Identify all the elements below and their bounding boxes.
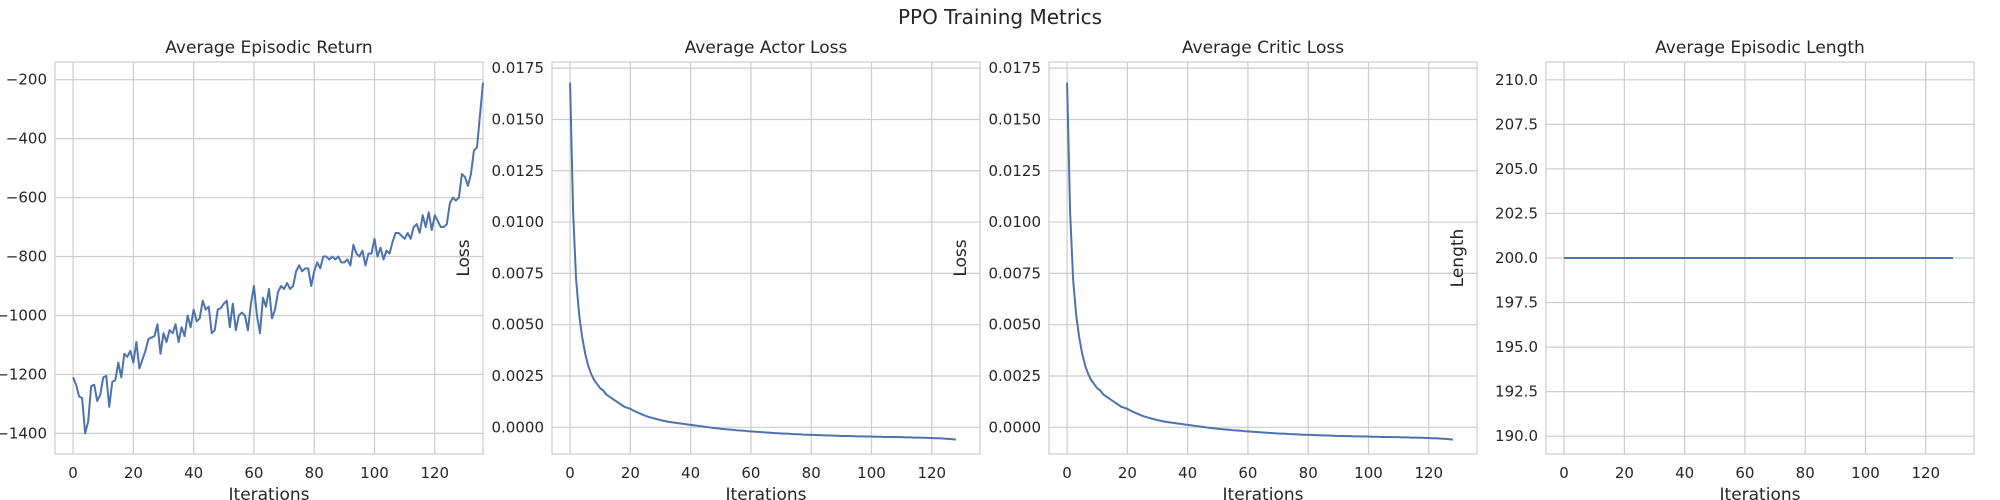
x-tick-label: 100 bbox=[360, 464, 389, 482]
y-tick-label: 205.0 bbox=[1495, 160, 1538, 178]
y-tick-label: 210.0 bbox=[1495, 71, 1538, 89]
series-line bbox=[72, 82, 484, 435]
y-tick-label: 192.5 bbox=[1495, 383, 1538, 401]
y-tick-label: 0.0150 bbox=[492, 110, 545, 128]
y-tick-label: 0.0125 bbox=[492, 162, 545, 180]
y-tick-label: 0.0125 bbox=[989, 162, 1042, 180]
x-tick-label: 0 bbox=[565, 464, 575, 482]
x-tick-label: 80 bbox=[305, 464, 324, 482]
x-tick-label: 120 bbox=[1414, 464, 1443, 482]
y-tick-label: 0.0100 bbox=[492, 213, 545, 231]
y-tick-label: 0.0025 bbox=[492, 367, 545, 385]
y-tick-label: −1400 bbox=[0, 424, 47, 442]
x-tick-label: 40 bbox=[184, 464, 203, 482]
y-tick-label: 0.0000 bbox=[492, 418, 545, 436]
y-tick-label: 0.0050 bbox=[492, 316, 545, 334]
x-tick-label: 60 bbox=[244, 464, 263, 482]
x-tick-label: 60 bbox=[1238, 464, 1257, 482]
x-tick-label: 100 bbox=[1851, 464, 1880, 482]
y-tick-label: −600 bbox=[6, 189, 47, 207]
y-tick-label: 0.0150 bbox=[989, 110, 1042, 128]
y-tick-label: 0.0175 bbox=[989, 59, 1042, 77]
x-tick-label: 60 bbox=[1735, 464, 1754, 482]
y-tick-label: 0.0025 bbox=[989, 367, 1042, 385]
y-tick-label: −1200 bbox=[0, 365, 47, 383]
y-axis-label: Length bbox=[1448, 229, 1468, 288]
x-tick-label: 80 bbox=[1299, 464, 1318, 482]
y-tick-label: 190.0 bbox=[1495, 427, 1538, 445]
x-tick-label: 0 bbox=[1559, 464, 1569, 482]
subplot-1: 0 20 40 60 80 100 120 −1400 −1200 −1000 −800 −600 −4… bbox=[0, 38, 484, 500]
y-tick-label: −800 bbox=[6, 248, 47, 266]
y-tick-label: 0.0000 bbox=[989, 418, 1042, 436]
x-tick-label: 80 bbox=[1796, 464, 1815, 482]
subplot-4: 0 20 40 60 80 100 120 190.0 192.5 195.0 197.5 200.0… bbox=[1448, 38, 1975, 500]
x-tick-label: 0 bbox=[1062, 464, 1072, 482]
subplot-3: 0 20 40 60 80 100 120 0.0000 0.0025 0.0050 0.0075 0… bbox=[951, 38, 1478, 500]
y-axis-label: Loss bbox=[951, 239, 971, 276]
y-tick-label: 0.0050 bbox=[989, 316, 1042, 334]
x-tick-label: 0 bbox=[68, 464, 78, 482]
subplot-title: Average Episodic Return bbox=[165, 38, 372, 58]
y-tick-label: −400 bbox=[6, 130, 47, 148]
x-tick-label: 20 bbox=[621, 464, 640, 482]
subplot-title: Average Critic Loss bbox=[1182, 38, 1344, 58]
x-tick-label: 20 bbox=[1615, 464, 1634, 482]
y-tick-label: 0.0075 bbox=[989, 264, 1042, 282]
x-tick-label: 120 bbox=[1911, 464, 1940, 482]
x-tick-label: 40 bbox=[681, 464, 700, 482]
y-tick-label: 197.5 bbox=[1495, 294, 1538, 312]
plot-frame bbox=[1545, 61, 1975, 455]
y-tick-label: 195.0 bbox=[1495, 338, 1538, 356]
x-tick-label: 80 bbox=[802, 464, 821, 482]
x-tick-label: 100 bbox=[1354, 464, 1383, 482]
y-tick-label: −1000 bbox=[0, 306, 47, 324]
series-line bbox=[569, 82, 957, 441]
y-tick-label: −200 bbox=[6, 71, 47, 89]
x-axis-label: Iterations bbox=[1223, 485, 1304, 500]
plot-frame bbox=[551, 61, 981, 455]
y-axis-label: Loss bbox=[454, 239, 474, 276]
y-tick-label: 202.5 bbox=[1495, 204, 1538, 222]
series-line bbox=[1066, 82, 1454, 441]
y-tick-label: 207.5 bbox=[1495, 115, 1538, 133]
x-tick-label: 40 bbox=[1675, 464, 1694, 482]
figure-title: PPO Training Metrics bbox=[897, 5, 1103, 29]
plot-frame bbox=[54, 61, 484, 455]
subplot-title: Average Episodic Length bbox=[1655, 38, 1865, 58]
x-tick-label: 20 bbox=[124, 464, 143, 482]
subplot-2: 0 20 40 60 80 100 120 0.0000 0.0025 0.0050 0.0075 0… bbox=[454, 38, 981, 500]
plot-frame bbox=[1048, 61, 1478, 455]
y-tick-label: 0.0175 bbox=[492, 59, 545, 77]
y-tick-label: 0.0100 bbox=[989, 213, 1042, 231]
y-tick-label: 0.0075 bbox=[492, 264, 545, 282]
x-tick-label: 100 bbox=[857, 464, 886, 482]
x-tick-label: 40 bbox=[1178, 464, 1197, 482]
x-tick-label: 20 bbox=[1118, 464, 1137, 482]
x-axis-label: Iterations bbox=[726, 485, 807, 500]
subplot-title: Average Actor Loss bbox=[685, 38, 848, 58]
x-axis-label: Iterations bbox=[1720, 485, 1801, 500]
x-tick-label: 120 bbox=[917, 464, 946, 482]
x-tick-label: 60 bbox=[741, 464, 760, 482]
y-tick-label: 200.0 bbox=[1495, 249, 1538, 267]
x-tick-label: 120 bbox=[420, 464, 449, 482]
x-axis-label: Iterations bbox=[229, 485, 310, 500]
